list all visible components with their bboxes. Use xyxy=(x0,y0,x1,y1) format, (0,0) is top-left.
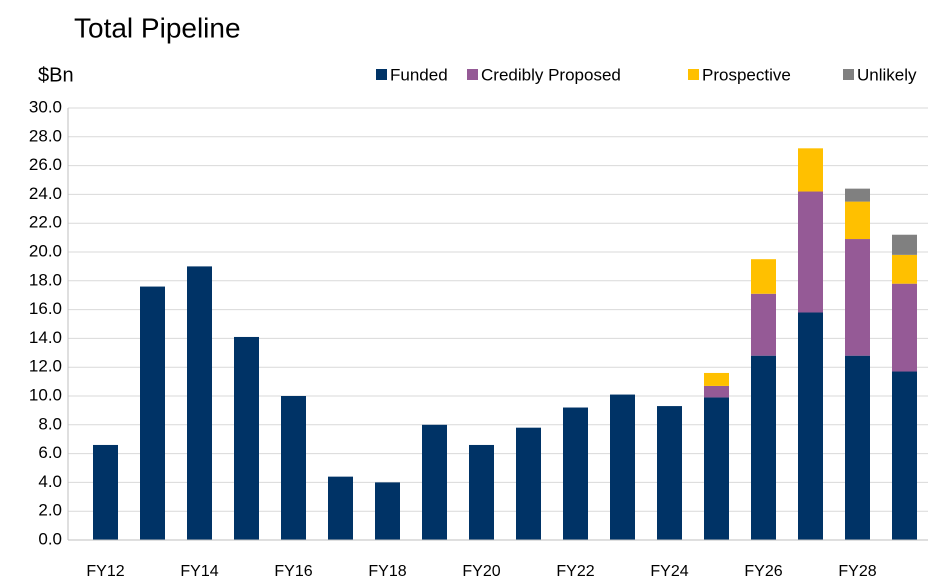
y-tick-label: 16.0 xyxy=(29,299,62,318)
legend-swatch xyxy=(688,69,699,80)
bar-segment xyxy=(845,201,870,240)
y-tick-label: 28.0 xyxy=(29,126,62,145)
bar-segment xyxy=(751,355,776,540)
x-tick-label: FY18 xyxy=(368,563,406,580)
legend-swatch xyxy=(467,69,478,80)
bar-segment xyxy=(187,266,212,540)
bar-segment xyxy=(93,444,118,540)
bar-segment xyxy=(610,394,635,540)
legend-label: Prospective xyxy=(702,65,791,84)
x-tick-label: FY26 xyxy=(744,563,782,580)
y-tick-label: 0.0 xyxy=(38,529,62,548)
bar-segment xyxy=(140,286,165,540)
x-tick-label: FY28 xyxy=(838,563,876,580)
bar-segment xyxy=(798,312,823,540)
bar-segment xyxy=(845,239,870,356)
bar-segment xyxy=(704,372,729,386)
bar-segment xyxy=(798,148,823,192)
legend-swatch xyxy=(843,69,854,80)
x-tick-label: FY20 xyxy=(462,563,500,580)
legend-label: Unlikely xyxy=(857,65,917,84)
y-tick-label: 2.0 xyxy=(38,501,62,520)
x-tick-label: FY14 xyxy=(180,563,218,580)
chart-title: Total Pipeline xyxy=(74,12,241,43)
bar-segment xyxy=(845,355,870,540)
y-tick-label: 18.0 xyxy=(29,270,62,289)
x-tick-label: FY16 xyxy=(274,563,312,580)
legend-label: Credibly Proposed xyxy=(481,65,621,84)
bar-segment xyxy=(704,385,729,398)
bar-segment xyxy=(563,407,588,540)
bar-segment xyxy=(892,254,917,284)
y-axis-label: $Bn xyxy=(38,64,74,86)
bar-segment xyxy=(657,406,682,540)
y-tick-label: 24.0 xyxy=(29,184,62,203)
bar-segment xyxy=(892,234,917,255)
bar-segment xyxy=(469,444,494,540)
y-tick-label: 12.0 xyxy=(29,357,62,376)
bar-segment xyxy=(422,424,447,540)
bar-segment xyxy=(892,283,917,372)
x-tick-label: FY22 xyxy=(556,563,594,580)
x-tick-label: FY12 xyxy=(86,563,124,580)
bar-segment xyxy=(892,371,917,540)
y-tick-label: 4.0 xyxy=(38,472,62,491)
y-tick-label: 30.0 xyxy=(29,97,62,116)
legend-label: Funded xyxy=(390,65,448,84)
y-tick-label: 8.0 xyxy=(38,414,62,433)
bar-segment xyxy=(798,191,823,313)
bar-segment xyxy=(375,482,400,540)
y-tick-label: 20.0 xyxy=(29,241,62,260)
bar-segment xyxy=(704,397,729,540)
bar-segment xyxy=(845,188,870,202)
legend-swatch xyxy=(376,69,387,80)
x-tick-label: FY24 xyxy=(650,563,688,580)
y-tick-label: 10.0 xyxy=(29,385,62,404)
y-tick-label: 26.0 xyxy=(29,155,62,174)
y-tick-label: 14.0 xyxy=(29,328,62,347)
bar-segment xyxy=(751,259,776,294)
y-tick-label: 22.0 xyxy=(29,213,62,232)
bar-segment xyxy=(328,476,353,540)
y-tick-label: 6.0 xyxy=(38,443,62,462)
bar-segment xyxy=(281,396,306,540)
bar-segment xyxy=(234,336,259,540)
bar-segment xyxy=(516,427,541,540)
bar-segment xyxy=(751,293,776,356)
